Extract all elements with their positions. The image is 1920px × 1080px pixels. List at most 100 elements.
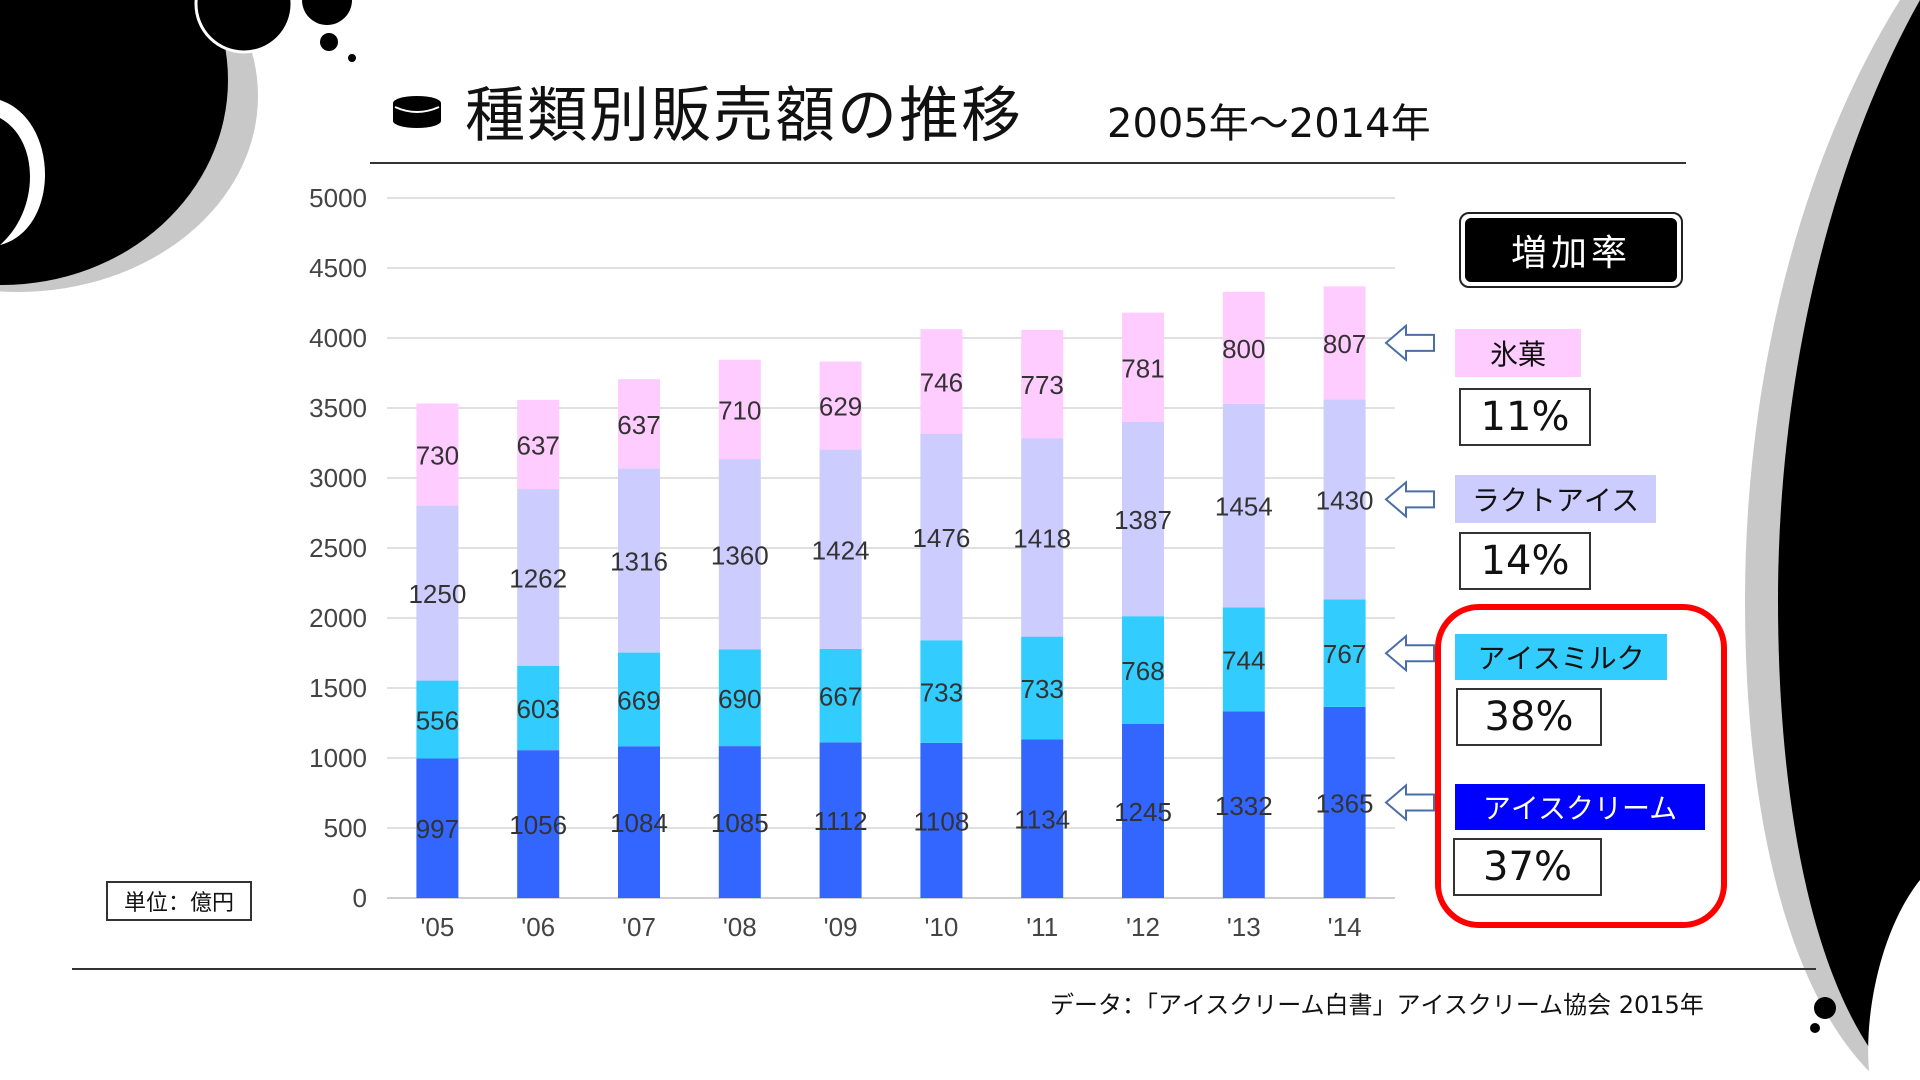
bar-segment [1222, 711, 1265, 898]
bar-segment [920, 742, 963, 898]
bar-segment [920, 329, 963, 434]
data-label: 1365 [1316, 788, 1374, 818]
arrow-left-icon [1384, 634, 1435, 673]
bar-segment [1323, 706, 1366, 898]
y-tick-label: 500 [324, 813, 367, 843]
y-tick-label: 3000 [309, 463, 367, 493]
arrow-left-icon [1384, 480, 1435, 519]
bar-segment [1021, 438, 1064, 637]
bar-segment [517, 399, 560, 490]
data-label: 603 [517, 694, 560, 724]
bar-segment [1323, 599, 1366, 707]
bar-segment [618, 468, 660, 653]
bar-segment [718, 359, 761, 460]
bar-segment [517, 665, 560, 751]
growth-rate-header-text: 増加率 [1465, 218, 1677, 282]
data-label: 733 [920, 678, 963, 708]
bar-segment [1122, 616, 1164, 724]
category-label-lacto-ice: ラクトアイス [1455, 475, 1656, 523]
data-label: 997 [416, 814, 459, 844]
title-divider [370, 162, 1686, 164]
data-label: 637 [517, 430, 560, 460]
y-tick-label: 0 [353, 883, 367, 913]
bar-segment [1122, 312, 1164, 422]
x-tick-label: '11 [1026, 912, 1058, 942]
data-label: 767 [1323, 639, 1366, 669]
x-tick-label: '05 [420, 912, 454, 942]
y-tick-label: 1500 [309, 673, 367, 703]
bar-segment [1021, 329, 1064, 439]
growth-rate-ice-cream: 37% [1453, 838, 1602, 896]
data-label: 637 [617, 410, 660, 440]
bar-segment [819, 449, 862, 649]
data-label: 710 [718, 395, 761, 425]
bar-segment [517, 489, 560, 666]
data-label: 768 [1121, 656, 1164, 686]
x-tick-label: '06 [521, 912, 555, 942]
bar-segment [517, 750, 560, 898]
bar-segment [416, 403, 459, 506]
data-label: 1108 [913, 806, 969, 836]
x-tick-label: '08 [723, 912, 757, 942]
data-label: 1056 [509, 810, 567, 840]
bar-segment [819, 742, 862, 898]
bar-segment [416, 680, 459, 759]
y-tick-label: 4500 [309, 253, 367, 283]
bar-segment [416, 505, 459, 681]
data-label: 807 [1323, 329, 1366, 359]
category-label-ice-cream: アイスクリーム [1455, 784, 1705, 830]
x-tick-label: '10 [924, 912, 958, 942]
data-label: 1245 [1114, 797, 1172, 827]
page-title: 種類別販売額の推移 [465, 81, 1023, 151]
x-tick-label: '07 [622, 912, 656, 942]
bar-segment [1222, 291, 1265, 404]
footer-divider [72, 968, 1816, 970]
bar-segment [920, 433, 963, 641]
database-icon [393, 96, 441, 128]
data-label: 1424 [812, 535, 870, 565]
data-label: 781 [1121, 353, 1164, 383]
data-label: 690 [718, 684, 761, 714]
data-label: 1250 [408, 579, 466, 609]
y-tick-label: 2500 [309, 533, 367, 563]
bar-segment [618, 379, 660, 469]
category-label-ice-milk: アイスミルク [1455, 634, 1667, 680]
data-label: 1418 [1013, 523, 1071, 553]
data-label: 1085 [711, 808, 769, 838]
data-label: 667 [819, 682, 862, 712]
arrow-left-icon [1384, 783, 1435, 822]
y-tick-label: 2000 [309, 603, 367, 633]
data-label: 1360 [711, 540, 769, 570]
data-label: 556 [416, 706, 459, 736]
highlight-frame [1435, 604, 1727, 928]
bar-segment [1021, 636, 1064, 740]
bar-segment [819, 361, 862, 450]
bar-segment [1122, 422, 1164, 617]
data-label: 1316 [610, 546, 668, 576]
data-label: 730 [416, 440, 459, 470]
x-tick-label: '09 [824, 912, 858, 942]
data-label: 1454 [1215, 492, 1273, 522]
data-label: 746 [920, 367, 963, 397]
y-tick-label: 5000 [309, 183, 367, 213]
bar-segment [819, 648, 862, 743]
bar-segment [1222, 607, 1265, 712]
data-label: 773 [1021, 370, 1064, 400]
y-tick-label: 1000 [309, 743, 367, 773]
data-label: 1084 [610, 808, 668, 838]
y-tick-label: 3500 [309, 393, 367, 423]
bar-segment [1222, 403, 1265, 608]
data-label: 1262 [509, 563, 567, 593]
data-label: 1332 [1215, 791, 1273, 821]
data-label: 1476 [912, 523, 970, 553]
x-tick-label: '12 [1126, 912, 1160, 942]
bar-segment [718, 746, 761, 898]
bar-segment [718, 649, 761, 747]
bar-segment [920, 640, 963, 743]
x-tick-label: '14 [1328, 912, 1362, 942]
bar-segment [1122, 723, 1164, 898]
bar-segment [1021, 739, 1064, 898]
growth-rate-lacto-ice: 14% [1459, 532, 1591, 590]
page-subtitle: 2005年〜2014年 [1107, 101, 1431, 147]
